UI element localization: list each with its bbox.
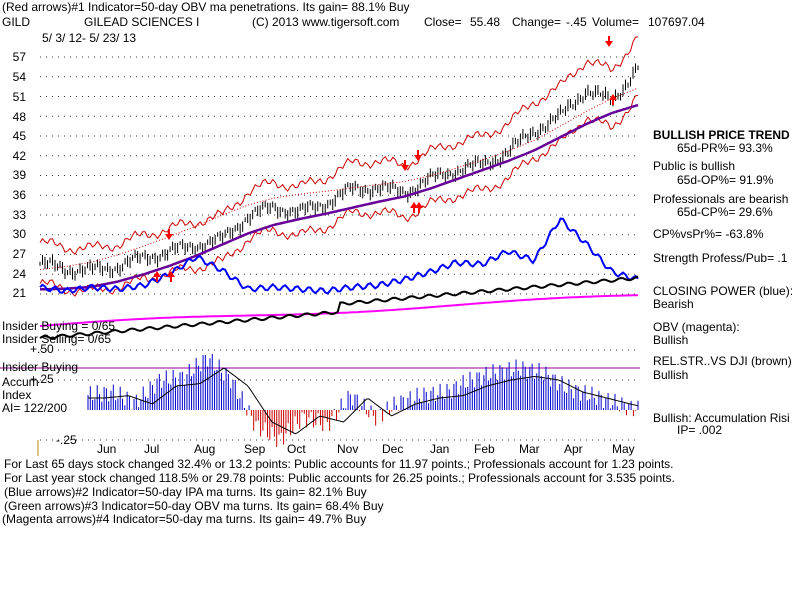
relstr-status: Bullish — [653, 368, 689, 382]
price-tick: 45 — [12, 129, 26, 143]
close-label: Close= — [424, 15, 462, 29]
price-bars — [39, 63, 639, 281]
price-tick: 54 — [12, 70, 26, 84]
cp-value: 65d-CP%= 29.6% — [677, 205, 773, 219]
footer-line2: For Last year stock changed 118.5% or 29… — [4, 471, 675, 485]
month-label: Feb — [474, 442, 495, 456]
month-label: Jan — [430, 442, 450, 456]
footer-line5: (Magenta arrows)#4 Indicator=50-day ma t… — [2, 512, 367, 526]
price-tick: 51 — [12, 90, 26, 104]
sell-arrow-head — [605, 41, 613, 47]
accumulation-ma-line — [88, 367, 639, 435]
upper-band-line — [39, 36, 639, 255]
month-label: Sep — [244, 442, 266, 456]
cpvspr-value: CP%vsPr%= -63.8% — [653, 227, 764, 241]
month-label: Jul — [144, 442, 160, 456]
accum-label: Accum — [2, 375, 39, 389]
buy-arrow-head — [609, 94, 617, 100]
footer-line4: (Green arrows)#3 Indicator=50-day OBV ma… — [4, 499, 384, 513]
strength-value: Strength Profess/Pub= .1 — [653, 251, 788, 265]
public-status: Public is bullish — [653, 159, 736, 173]
obv-line — [39, 294, 638, 327]
accum-gridlines — [40, 349, 640, 441]
closing-power-line — [39, 217, 639, 295]
relstr-label: REL.STR..VS DJI (brown) — [653, 354, 792, 368]
price-tick: 57 — [12, 50, 26, 64]
price-tick: 21 — [12, 286, 26, 300]
copyright: (C) 2013 www.tigersoft.com — [252, 15, 400, 29]
change-label: Change= — [512, 15, 562, 29]
sell-arrow-head — [414, 155, 422, 161]
company-name: GILEAD SCIENCES I — [84, 15, 200, 29]
month-label: Apr — [564, 442, 583, 456]
header-line1: (Red arrows)#1 Indicator=50-day OBV ma p… — [2, 0, 410, 14]
date-range: 5/ 3/ 12- 5/ 23/ 13 — [42, 31, 137, 45]
op-value: 65d-OP%= 91.9% — [677, 173, 774, 187]
accum-tick: -.25 — [56, 433, 77, 447]
month-label: Oct — [287, 442, 306, 456]
month-label: Aug — [194, 442, 216, 456]
month-label: Nov — [337, 442, 359, 456]
price-tick: 30 — [12, 227, 26, 241]
volume-label: Volume= — [592, 15, 640, 29]
month-label: Jun — [97, 442, 117, 456]
insider-buying: Insider Buying = 0/65 — [2, 319, 116, 333]
buy-arrow-head — [167, 271, 175, 277]
close-value: 55.48 — [470, 15, 501, 29]
month-label: May — [612, 442, 635, 456]
obv-status: Bullish — [653, 333, 689, 347]
buy-arrow-head — [415, 202, 423, 208]
lower-band-line — [39, 94, 639, 297]
accum-status: Bullish: Accumulation Risi — [653, 411, 790, 425]
closing-power-status: Bearish — [653, 297, 694, 311]
trend-title: BULLISH PRICE TREND — [653, 128, 790, 142]
ip-value: IP= .002 — [677, 423, 723, 437]
volume-value: 107697.04 — [648, 15, 705, 29]
footer-line3: (Blue arrows)#2 Indicator=50-day IPA ma … — [4, 485, 367, 499]
change-value: -.45 — [566, 15, 587, 29]
accum-tick: +.50 — [30, 342, 54, 356]
month-label: Mar — [519, 442, 540, 456]
ma50-line — [39, 103, 639, 291]
price-tick: 39 — [12, 168, 26, 182]
index-label: Index — [2, 388, 32, 402]
accumulation-bars — [87, 354, 639, 447]
buy-arrow-head — [153, 271, 161, 277]
accum-tick: +.25 — [30, 372, 54, 386]
price-tick: 33 — [12, 208, 26, 222]
pr-value: 65d-PR%= 93.3% — [677, 141, 773, 155]
symbol: GILD — [2, 15, 31, 29]
closing-power-label: CLOSING POWER (blue): — [653, 284, 794, 298]
ai-value: AI= 122/200 — [2, 401, 68, 415]
insider-label: Insider Buying — [2, 360, 79, 374]
signal-arrows — [153, 36, 617, 282]
price-tick: 36 — [12, 188, 26, 202]
sell-arrow-head — [401, 165, 409, 171]
price-tick: 24 — [12, 267, 26, 281]
price-tick: 27 — [12, 247, 26, 261]
relstr-line — [39, 275, 639, 340]
obv-label: OBV (magenta): — [653, 320, 740, 334]
ma-dotted-line — [39, 87, 639, 271]
month-label: Dec — [382, 442, 404, 456]
sell-arrow-head — [165, 234, 173, 240]
price-tick: 48 — [12, 110, 26, 124]
footer-line1: For Last 65 days stock changed 32.4% or … — [4, 457, 674, 471]
insider-selling: Insider Selling= 0/65 — [2, 332, 112, 346]
pros-status: Professionals are bearish — [653, 192, 789, 206]
price-tick: 42 — [12, 149, 26, 163]
